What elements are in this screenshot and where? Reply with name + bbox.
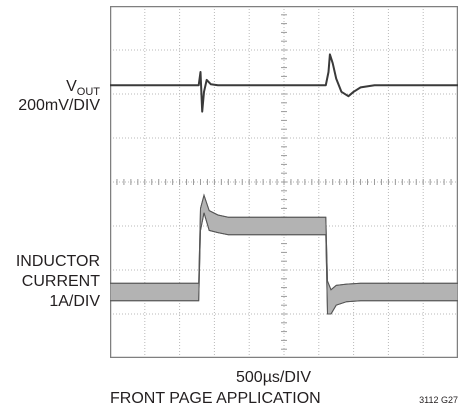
inductor-current-upper-edge (110, 193, 458, 291)
plot-frame (110, 6, 458, 358)
grid (110, 6, 458, 358)
vout-trace (110, 53, 458, 113)
inductor-current-lower-edge (110, 212, 458, 315)
inductor-current-label: INDUCTOR CURRENT 1A/DIV (15, 253, 100, 310)
traces (110, 53, 458, 315)
scope-plot (110, 6, 458, 358)
time-scale-label: 500µs/DIV (236, 369, 312, 386)
figure-caption: FRONT PAGE APPLICATION (110, 390, 321, 407)
vout-scale-label: 200mV/DIV (18, 97, 100, 114)
vout-channel-label: VOUT (66, 78, 100, 98)
figure-id: 3112 G27 (419, 395, 458, 405)
